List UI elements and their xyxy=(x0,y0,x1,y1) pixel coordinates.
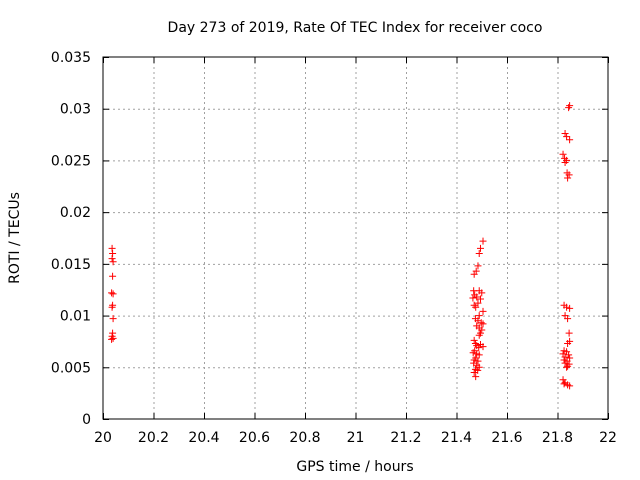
data-point xyxy=(475,312,483,320)
data-point xyxy=(479,343,487,351)
data-point xyxy=(109,329,117,337)
data-point xyxy=(560,380,568,388)
y-tick-labels: 0 0.005 0.01 0.015 0.02 0.025 0.03 0.035 xyxy=(51,50,91,428)
y-tick-label: 0.035 xyxy=(51,50,91,66)
data-point xyxy=(479,307,487,315)
y-tick-label: 0.005 xyxy=(51,360,91,376)
y-tick-label: 0 xyxy=(82,412,91,428)
data-point xyxy=(563,303,571,311)
data-point xyxy=(475,344,483,352)
data-point xyxy=(470,336,478,344)
data-point xyxy=(560,356,568,364)
data-point xyxy=(474,262,482,270)
data-point xyxy=(475,363,483,371)
x-tick-label: 21.6 xyxy=(491,430,522,446)
data-point xyxy=(564,315,572,323)
data-point xyxy=(108,289,116,297)
data-point xyxy=(478,326,486,334)
y-tick-label: 0.02 xyxy=(60,205,91,221)
x-tick-labels: 20 20.2 20.4 20.6 20.8 21 21.2 21.4 21.6 21.8 22 xyxy=(94,430,617,446)
data-point xyxy=(564,362,572,370)
data-point xyxy=(474,357,482,365)
y-tick-label: 0.01 xyxy=(60,309,91,325)
data-point xyxy=(559,150,567,158)
data-point xyxy=(470,368,478,376)
data-point xyxy=(469,294,477,302)
data-point xyxy=(565,104,573,112)
x-tick-label: 20.2 xyxy=(138,430,169,446)
data-point xyxy=(108,335,116,343)
x-tick-label: 22 xyxy=(599,430,617,446)
x-tick-label: 20.6 xyxy=(239,430,270,446)
data-point xyxy=(476,295,484,303)
data-point xyxy=(474,366,482,374)
data-point xyxy=(561,353,569,361)
data-point xyxy=(566,304,574,312)
grid-layer xyxy=(103,57,608,419)
data-point xyxy=(563,363,571,371)
data-point xyxy=(108,244,116,252)
data-point xyxy=(109,334,117,342)
axis-ticks xyxy=(103,57,609,420)
x-tick-label: 21.4 xyxy=(441,430,472,446)
data-point xyxy=(561,130,569,138)
y-tick-label: 0.03 xyxy=(60,102,91,118)
data-points xyxy=(108,102,574,390)
y-axis-label: ROTI / TECUs xyxy=(7,192,23,284)
data-point xyxy=(564,339,572,347)
y-tick-label: 0.025 xyxy=(51,153,91,169)
x-tick-label: 21.2 xyxy=(390,430,421,446)
x-tick-label: 20.8 xyxy=(289,430,320,446)
data-point xyxy=(109,315,117,323)
data-point xyxy=(473,293,481,301)
data-point xyxy=(470,356,478,364)
x-tick-label: 21.8 xyxy=(542,430,573,446)
x-tick-label: 20.4 xyxy=(188,430,219,446)
data-point xyxy=(469,349,477,357)
data-point xyxy=(470,270,478,278)
data-point xyxy=(474,299,482,307)
data-point xyxy=(475,250,483,258)
data-point xyxy=(109,290,117,298)
chart-title: Day 273 of 2019, Rate Of TEC Index for r… xyxy=(168,20,543,36)
data-point xyxy=(477,319,485,327)
data-point xyxy=(566,136,574,144)
data-point xyxy=(109,258,117,266)
data-point xyxy=(472,373,480,381)
x-tick-label: 21 xyxy=(347,430,365,446)
data-point xyxy=(565,351,573,359)
data-point xyxy=(479,320,487,328)
x-axis-label: GPS time / hours xyxy=(296,459,413,475)
data-point xyxy=(475,351,483,359)
data-point xyxy=(564,174,572,182)
data-point xyxy=(108,255,116,263)
y-tick-label: 0.015 xyxy=(51,257,91,273)
data-point xyxy=(476,244,484,252)
data-point xyxy=(565,329,573,337)
data-point xyxy=(566,382,574,390)
data-point xyxy=(475,331,483,339)
data-point xyxy=(472,303,480,311)
x-tick-label: 20 xyxy=(94,430,112,446)
data-point xyxy=(108,303,116,311)
data-point xyxy=(563,133,571,141)
data-point xyxy=(109,250,117,258)
data-point xyxy=(478,289,486,297)
data-point xyxy=(109,272,117,280)
data-point xyxy=(561,158,569,166)
data-point xyxy=(565,171,573,179)
data-point xyxy=(479,237,487,245)
